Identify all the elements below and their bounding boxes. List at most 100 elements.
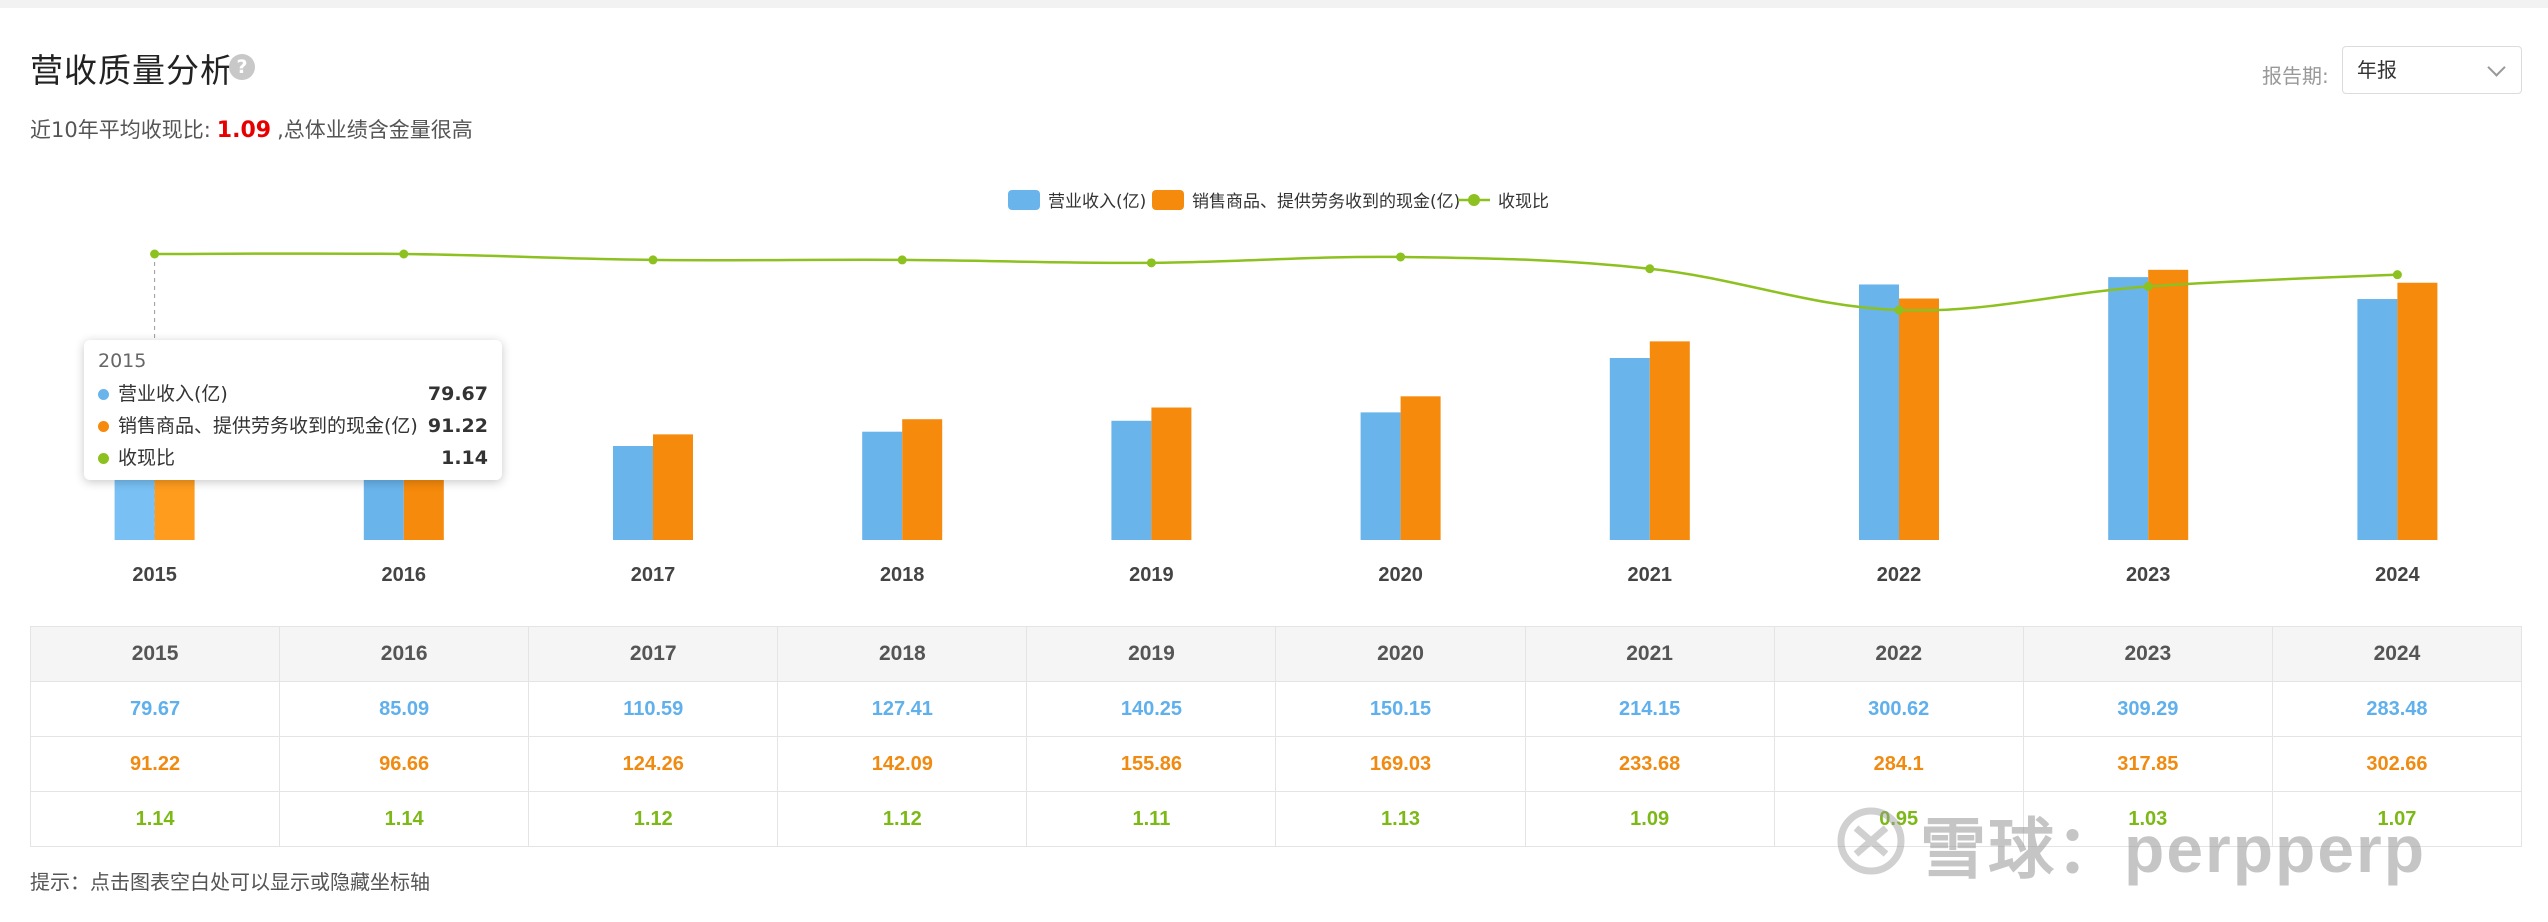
table-header-cell: 2021: [1524, 626, 1775, 682]
x-tick-label: 2016: [382, 564, 427, 586]
x-tick-label: 2021: [1628, 564, 1673, 586]
tooltip-label: 收现比: [118, 447, 176, 469]
revenue-dot-icon: [98, 389, 109, 400]
table-header-cell: 2023: [2022, 626, 2273, 682]
xueqiu-logo-icon: [1837, 807, 1905, 875]
table-header-cell: 2022: [1773, 626, 2024, 682]
ratio-point: [150, 249, 160, 259]
ratio-point: [897, 255, 907, 265]
table-cell-ratio: 1.12: [528, 791, 779, 847]
bar-revenue: [613, 445, 653, 540]
summary-text: 近10年平均收现比: 1.09 ,总体业绩含金量很高: [30, 114, 473, 144]
x-tick-label: 2020: [1378, 564, 1423, 586]
table-cell-ratio: 1.13: [1275, 791, 1526, 847]
tooltip-row-revenue: 营业收入(亿) 79.67: [98, 378, 488, 410]
bar-revenue: [862, 431, 903, 540]
x-tick-label: 2023: [2126, 564, 2171, 586]
x-tick-label: 2019: [1129, 564, 1174, 586]
table-row-revenue: 79.67 85.09 110.59 127.41 140.25 150.15 214.15…: [29, 681, 2523, 737]
bar-revenue: [1111, 420, 1152, 540]
tooltip-value: 79.67: [427, 383, 488, 405]
table-cell-revenue: 283.48: [2271, 681, 2523, 737]
bar-revenue: [1609, 357, 1650, 540]
bar-revenue: [1360, 412, 1401, 540]
table-cell-ratio: 1.03: [2022, 791, 2273, 847]
period-select[interactable]: 年报: [2342, 46, 2522, 94]
table-cell-ratio: 1.12: [777, 791, 1028, 847]
question-icon[interactable]: ?: [229, 54, 255, 80]
tooltip-label: 销售商品、提供劳务收到的现金(亿): [118, 415, 418, 437]
bar-revenue: [2108, 277, 2149, 540]
ratio-point: [2143, 281, 2153, 291]
table-cell-cash: 284.1: [1773, 736, 2024, 792]
bar-cash: [2397, 282, 2438, 540]
table-cell-revenue: 300.62: [1773, 681, 2024, 737]
page-title: 营收质量分析: [30, 51, 234, 90]
ratio-point: [648, 255, 658, 265]
bar-cash: [1649, 341, 1690, 540]
table-cell-cash: 155.86: [1026, 736, 1277, 792]
table-cell-revenue: 127.41: [777, 681, 1028, 737]
table-cell-revenue: 79.67: [29, 681, 281, 737]
table-header-cell: 2017: [528, 626, 779, 682]
table-cell-cash: 124.26: [528, 736, 779, 792]
table-header-cell: 2018: [777, 626, 1028, 682]
bar-cash: [902, 419, 943, 540]
bar-revenue: [2357, 299, 2398, 540]
ratio-dot-icon: [98, 453, 109, 464]
table-header-cell: 2016: [279, 626, 530, 682]
revenue-cash-chart[interactable]: 2015 2016 2017 2018 2019 2020 2021 2022 2023 2024…: [0, 0, 2548, 600]
table-row-cash: 91.22 96.66 124.26 142.09 155.86 169.03 233.68…: [29, 736, 2523, 792]
table-cell-cash: 142.09: [777, 736, 1028, 792]
table-cell-cash: 302.66: [2271, 736, 2523, 792]
bar-cash: [653, 434, 693, 540]
table-header-cell: 2015: [29, 626, 281, 682]
summary-value: 1.09: [216, 118, 272, 143]
table-cell-ratio: 0.95: [1773, 791, 2024, 847]
bar-cash: [1400, 396, 1441, 540]
table-row-ratio: 1.14 1.14 1.12 1.12 1.11 1.13 1.09 0.95 1.03 1.07: [29, 791, 2523, 847]
cash-dot-icon: [98, 421, 109, 432]
table-cell-revenue: 85.09: [279, 681, 530, 737]
summary-suffix: ,总体业绩含金量很高: [277, 118, 473, 142]
table-cell-revenue: 110.59: [528, 681, 779, 737]
legend-swatch: [1008, 190, 1040, 210]
table-cell-revenue: 214.15: [1524, 681, 1775, 737]
legend-swatch: [1152, 190, 1184, 210]
x-tick-label: 2024: [2375, 564, 2420, 586]
x-tick-label: 2022: [1877, 564, 1922, 586]
ratio-point: [1894, 305, 1904, 315]
ratio-point: [399, 249, 409, 259]
summary-prefix: 近10年平均收现比:: [30, 118, 211, 142]
tooltip-value: 91.22: [427, 415, 488, 437]
tooltip-label: 营业收入(亿): [118, 383, 228, 405]
data-table: 2015 2016 2017 2018 2019 2020 2021 2022 2023 2024…: [29, 626, 2523, 847]
ratio-line: [154, 252, 2398, 312]
x-tick-label: 2018: [880, 564, 925, 586]
table-cell-revenue: 150.15: [1275, 681, 1526, 737]
watermark-text: 雪球：perpperp: [1920, 812, 2427, 886]
hint-text: 提示：点击图表空白处可以显示或隐藏坐标轴: [30, 870, 430, 894]
table-cell-revenue: 140.25: [1026, 681, 1277, 737]
tooltip-year: 2015: [98, 350, 147, 372]
legend-label: 收现比: [1498, 192, 1549, 212]
tooltip-row-cash: 销售商品、提供劳务收到的现金(亿) 91.22: [98, 410, 488, 442]
table-cell-ratio: 1.09: [1524, 791, 1775, 847]
legend-swatch: [1468, 194, 1480, 206]
table-cell-cash: 96.66: [279, 736, 530, 792]
table-cell-revenue: 309.29: [2022, 681, 2273, 737]
bar-revenue: [114, 472, 155, 540]
table-header-cell: 2024: [2271, 626, 2523, 682]
table-cell-cash: 317.85: [2022, 736, 2273, 792]
period-selected-value: 年报: [2357, 58, 2397, 82]
table-cell-cash: 233.68: [1524, 736, 1775, 792]
tooltip-row-ratio: 收现比 1.14: [98, 442, 488, 474]
table-header-row: 2015 2016 2017 2018 2019 2020 2021 2022 2023 2024: [29, 626, 2523, 682]
table-header-cell: 2020: [1275, 626, 1526, 682]
table-cell-cash: 91.22: [29, 736, 281, 792]
bar-cash: [2148, 269, 2189, 540]
ratio-point: [1146, 258, 1156, 268]
table-cell-ratio: 1.11: [1026, 791, 1277, 847]
bar-cash: [1899, 298, 1939, 540]
legend-label: 销售商品、提供劳务收到的现金(亿): [1192, 192, 1460, 212]
